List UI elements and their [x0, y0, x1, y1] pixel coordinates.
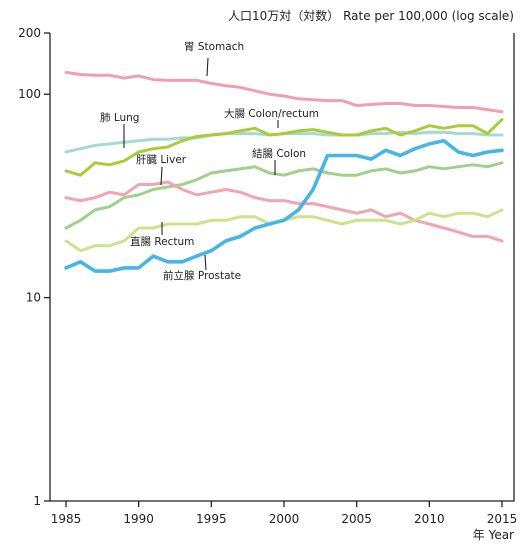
annotation-leader	[206, 57, 209, 77]
series-line	[64, 161, 504, 230]
y-axis: 1 10 100 200	[18, 26, 50, 508]
series-label: 結腸 Colon	[252, 147, 306, 160]
y-tick-label: 200	[18, 26, 41, 40]
x-tick-label: 2010	[414, 512, 445, 526]
series-label: 肺 Lung	[100, 112, 139, 124]
x-tick-label: 1995	[196, 512, 227, 526]
y-tick-label: 1	[33, 494, 41, 508]
plot-frame	[49, 33, 515, 502]
series-line	[64, 118, 504, 177]
y-tick-label: 100	[18, 87, 41, 101]
x-axis-label: 年 Year	[473, 528, 514, 542]
series-label: 大腸 Colon/rectum	[224, 107, 319, 120]
series-label: 胃 Stomach	[184, 41, 244, 53]
series-group	[64, 70, 504, 273]
x-tick-label: 1985	[51, 512, 82, 526]
series-line	[64, 139, 504, 273]
annotation-leader	[160, 166, 163, 186]
chart-title: 人口10万対（対数） Rate per 100,000 (log scale)	[228, 8, 514, 23]
series-label: 肝臓 Liver	[136, 154, 187, 166]
series-label: 前立腺 Prostate	[163, 269, 241, 282]
series-line	[64, 180, 504, 243]
x-tick-label: 2000	[269, 512, 300, 526]
series-line	[64, 70, 504, 114]
annotation-leader	[204, 254, 207, 271]
x-tick-label: 2005	[341, 512, 372, 526]
series-label: 直腸 Rectum	[130, 235, 194, 248]
series-labels: 胃 Stomach 肺 Lung 大腸 Colon/rectum 結腸 Colon 肝臓…	[100, 41, 319, 282]
x-axis: 1985 1990 1995 2000 2005 2010 2015	[51, 501, 518, 526]
y-tick-label: 10	[26, 291, 41, 305]
x-tick-label: 1990	[123, 512, 154, 526]
x-tick-label: 2015	[487, 512, 518, 526]
